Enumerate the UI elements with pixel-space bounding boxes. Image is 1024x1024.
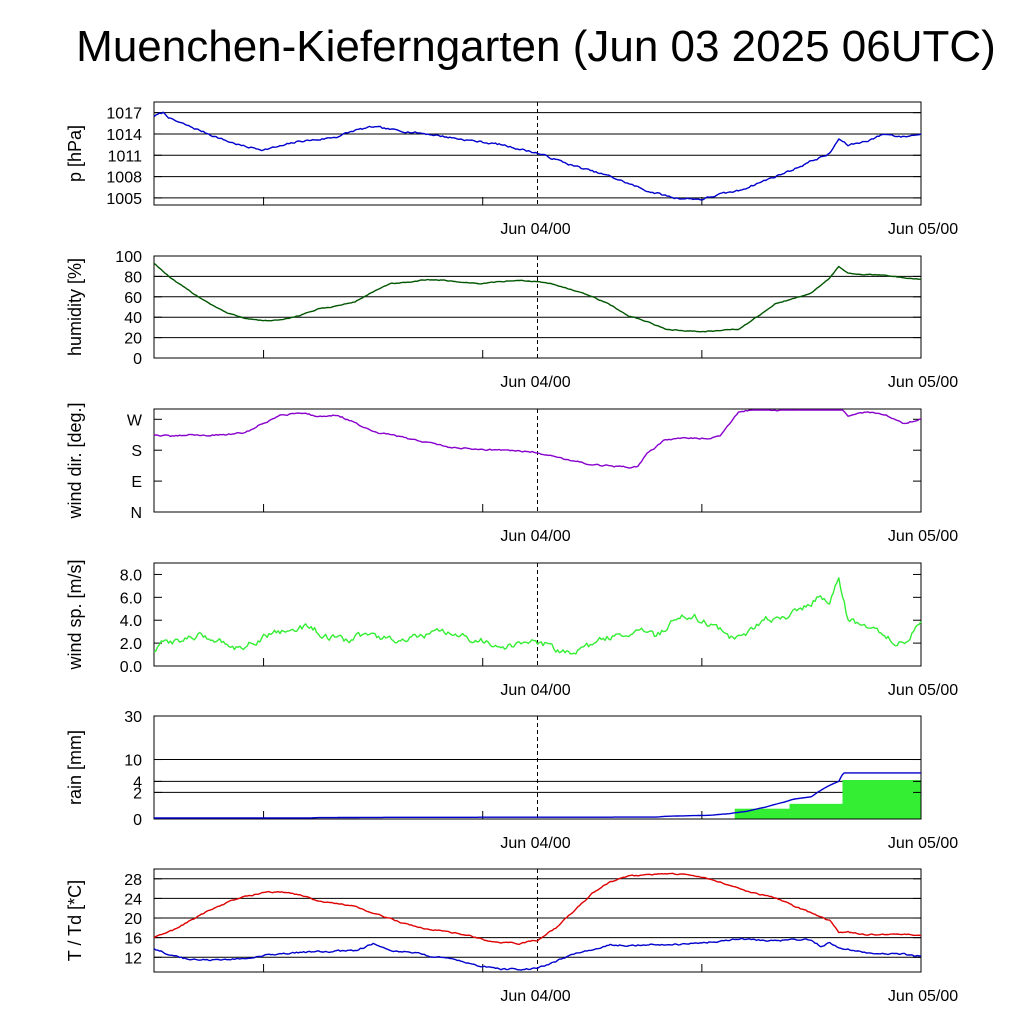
y-tick-label: 20 bbox=[124, 911, 142, 928]
x-tick-label: Jun 04/00 bbox=[500, 374, 570, 391]
y-tick-label: 8.0 bbox=[120, 567, 142, 584]
x-tick-label: Jun 05/00 bbox=[888, 682, 958, 699]
y-tick-label: 40 bbox=[124, 310, 142, 327]
series-line bbox=[154, 772, 921, 819]
y-tick-label: E bbox=[131, 474, 142, 491]
plot-frame bbox=[153, 408, 922, 513]
series-line bbox=[154, 409, 922, 469]
y-tick-label: 1005 bbox=[106, 191, 142, 208]
plot-frame bbox=[153, 255, 922, 359]
y-tick-label: 16 bbox=[124, 931, 142, 948]
x-tick-label: Jun 04/00 bbox=[500, 682, 570, 699]
x-tick-label: Jun 04/00 bbox=[500, 988, 570, 1005]
y-tick-label: 1011 bbox=[108, 148, 143, 165]
y-tick-label: 24 bbox=[124, 891, 142, 908]
rain-bar bbox=[734, 808, 790, 819]
x-tick-label: Jun 05/00 bbox=[888, 528, 958, 545]
y-tick-label: 100 bbox=[115, 249, 142, 266]
rain-bar bbox=[789, 803, 843, 819]
rain-bar bbox=[842, 780, 921, 819]
plot-frame bbox=[153, 101, 922, 206]
y-tick-label: 12 bbox=[124, 950, 142, 967]
y-tick-label: 28 bbox=[124, 872, 142, 889]
series-line bbox=[153, 937, 922, 971]
y-axis-title: rain [mm] bbox=[65, 730, 85, 805]
y-tick-label: 60 bbox=[124, 290, 142, 307]
x-tick-label: Jun 04/00 bbox=[500, 835, 570, 852]
y-axis-title: wind sp. [m/s] bbox=[65, 559, 85, 670]
y-tick-label: 1008 bbox=[106, 170, 142, 187]
x-tick-label: Jun 04/00 bbox=[500, 528, 570, 545]
series-line bbox=[153, 262, 922, 333]
chart-title: Muenchen-Kieferngarten (Jun 03 2025 06UT… bbox=[76, 22, 996, 71]
y-tick-label: S bbox=[131, 443, 142, 460]
plot-frame bbox=[153, 868, 922, 973]
series-line bbox=[153, 577, 922, 655]
panel-humidity: 0 20 40 60 80 100 Jun 04/00 Jun 05/00 humidity [… bbox=[65, 249, 958, 391]
x-tick-label: Jun 05/00 bbox=[888, 835, 958, 852]
series-line bbox=[153, 872, 922, 946]
y-tick-label: 4.0 bbox=[120, 613, 142, 630]
y-axis-title: wind dir. [deg.] bbox=[65, 402, 85, 519]
y-tick-label: 1014 bbox=[106, 127, 142, 144]
y-tick-label: 4 bbox=[133, 774, 142, 791]
y-tick-label: 2.0 bbox=[120, 636, 142, 653]
y-tick-label: 20 bbox=[124, 331, 142, 348]
plot-frame bbox=[153, 562, 922, 667]
y-axis-title: humidity [%] bbox=[65, 258, 85, 356]
y-tick-label: W bbox=[127, 412, 143, 429]
panel-wind_speed: 0.0 2.0 4.0 6.0 8.0 Jun 04/00 Jun 05/00 wind sp… bbox=[65, 559, 958, 699]
y-tick-label: 80 bbox=[124, 269, 142, 286]
y-tick-label: 1017 bbox=[106, 106, 142, 123]
y-tick-label: 0 bbox=[133, 812, 142, 829]
panel-rain: 0 24 10 30 Jun 04/00 Jun 05/00 rain [mm] bbox=[65, 709, 958, 852]
y-axis-title: T / Td [*C] bbox=[65, 880, 85, 961]
y-tick-label: 0.0 bbox=[120, 659, 142, 676]
panel-pressure: 1005 1008 1011 1014 1017 Jun 04/00 Jun 05/00 p … bbox=[65, 101, 958, 238]
y-tick-label: 0 bbox=[133, 351, 142, 368]
x-tick-label: Jun 05/00 bbox=[888, 374, 958, 391]
y-tick-label: 10 bbox=[124, 753, 142, 770]
panel-temperature: 12 16 20 24 28 Jun 04/00 Jun 05/00 T / Td [*C] bbox=[65, 868, 958, 1005]
y-axis-title: p [hPa] bbox=[65, 125, 85, 182]
series-line bbox=[153, 111, 922, 201]
y-tick-label: 30 bbox=[124, 709, 142, 726]
plot-frame bbox=[153, 715, 922, 820]
y-tick-label: 6.0 bbox=[120, 590, 142, 607]
x-tick-label: Jun 04/00 bbox=[500, 221, 570, 238]
x-tick-label: Jun 05/00 bbox=[888, 988, 958, 1005]
x-tick-label: Jun 05/00 bbox=[888, 221, 958, 238]
y-tick-label: N bbox=[130, 505, 142, 522]
y-tick-label: 2 bbox=[133, 785, 142, 802]
